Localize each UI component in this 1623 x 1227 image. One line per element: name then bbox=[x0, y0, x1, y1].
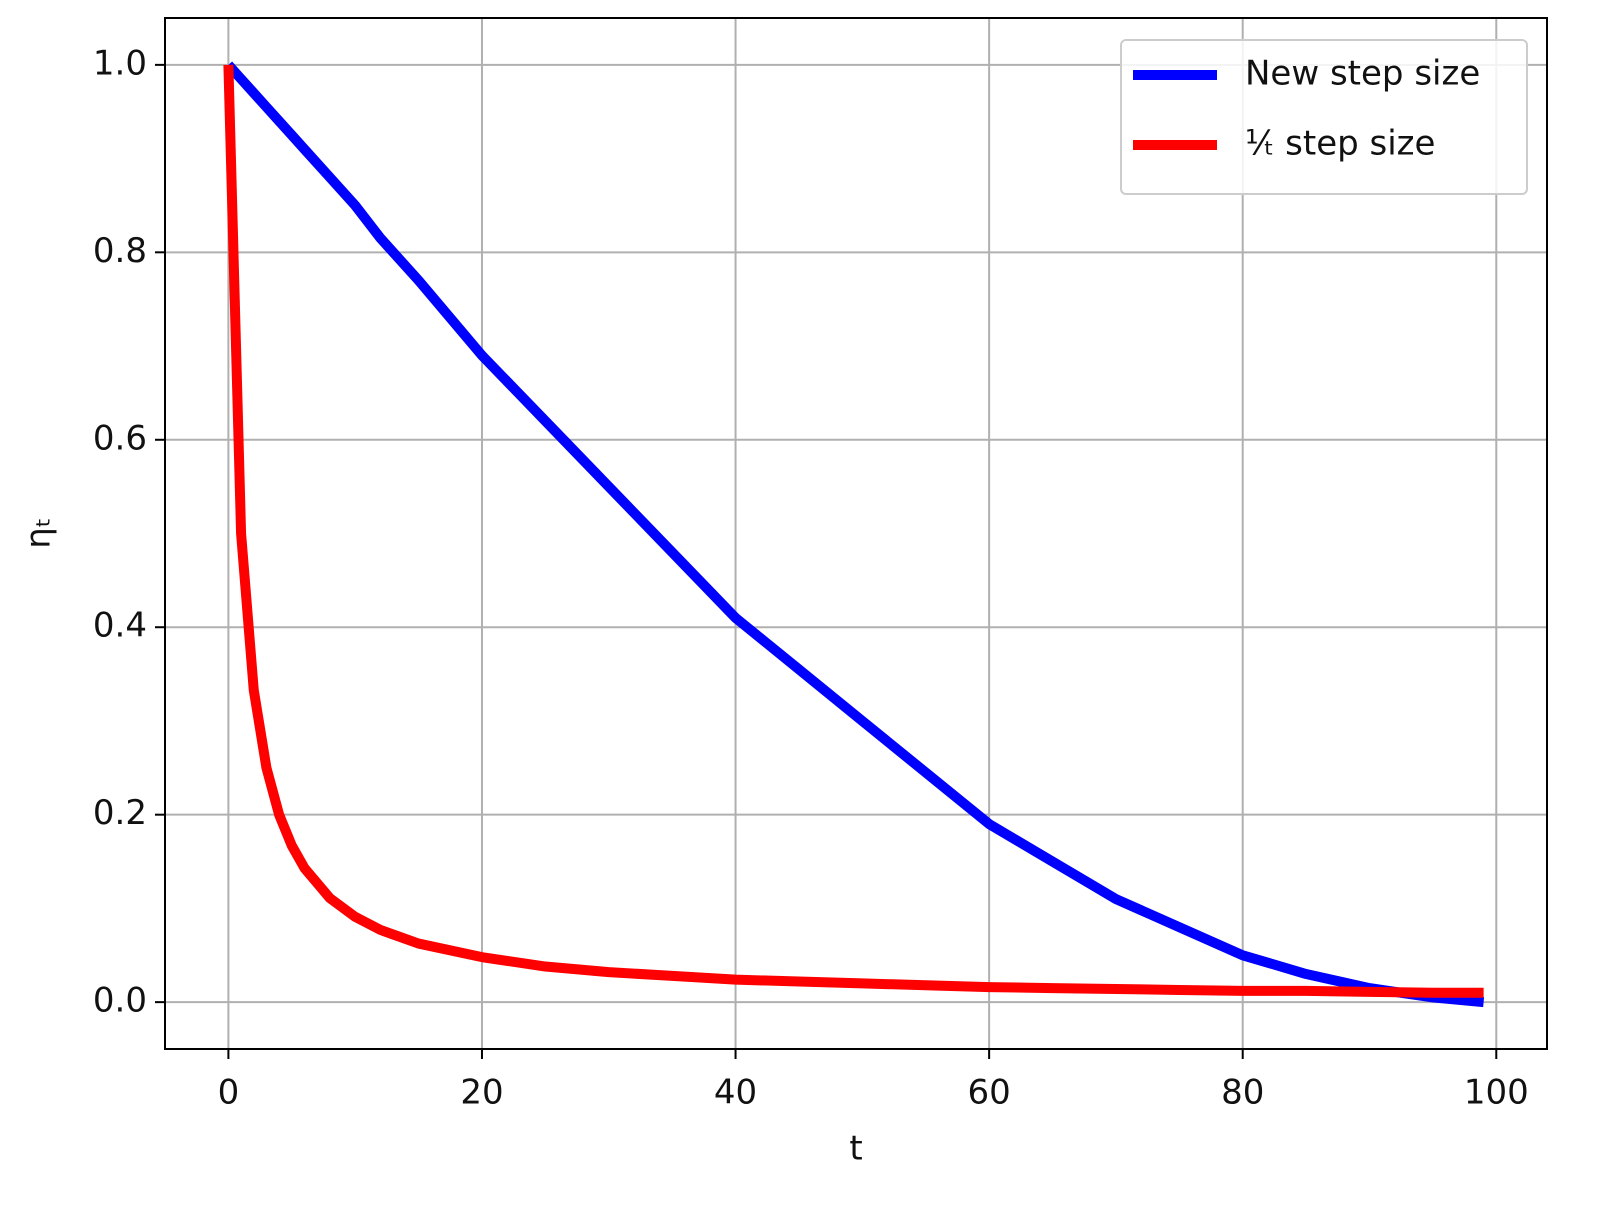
y-tick-label: 0.2 bbox=[93, 793, 147, 833]
plot-frame bbox=[164, 17, 1548, 1050]
x-tick-label: 40 bbox=[714, 1073, 757, 1113]
y-tick-label: 0.4 bbox=[93, 606, 147, 646]
x-tick-label: 60 bbox=[967, 1073, 1010, 1113]
x-tick-label: 100 bbox=[1464, 1073, 1529, 1113]
y-tick-label: 1.0 bbox=[93, 43, 147, 83]
y-tick-label: 0.8 bbox=[93, 231, 147, 271]
y-tick-label: 0.0 bbox=[93, 981, 147, 1021]
x-tick-label: 0 bbox=[218, 1073, 240, 1113]
data-line bbox=[223, 64, 1484, 998]
legend-box bbox=[1120, 39, 1528, 195]
y-axis-label: ηₜ bbox=[19, 517, 59, 549]
y-tick-label: 0.6 bbox=[93, 418, 147, 458]
x-tick-label: 80 bbox=[1221, 1073, 1264, 1113]
x-axis-label: t bbox=[849, 1129, 862, 1169]
legend-label: New step size bbox=[1245, 54, 1480, 94]
x-tick-label: 20 bbox=[460, 1073, 503, 1113]
legend-label: ¹⁄ₜ step size bbox=[1245, 124, 1435, 164]
data-line bbox=[224, 61, 1485, 1008]
